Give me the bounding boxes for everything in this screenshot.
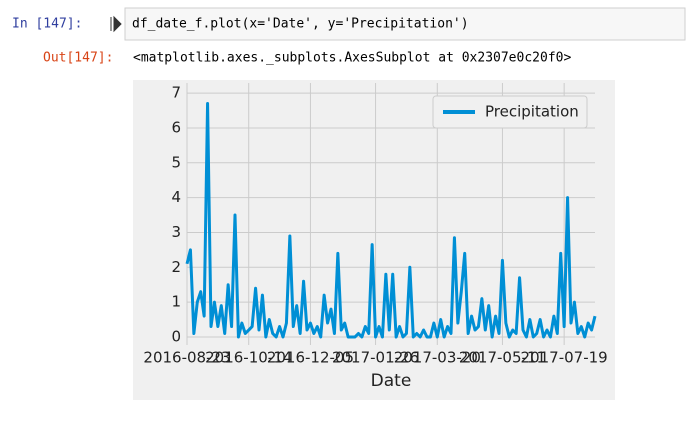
- y-tick-label: 6: [171, 118, 181, 136]
- x-tick-label: 2016-10-14: [205, 349, 292, 367]
- figure: [133, 80, 615, 400]
- x-tick-label: 2017-01-26: [332, 349, 419, 367]
- x-axis-label: Date: [371, 371, 412, 391]
- y-tick-label: 4: [171, 188, 181, 206]
- x-tick-label: 2017-03-20: [394, 349, 481, 367]
- x-tick-label: 2016-12-05: [267, 349, 354, 367]
- output-prompt: Out[147]:: [43, 51, 113, 66]
- y-tick-label: 3: [171, 223, 181, 241]
- run-icon[interactable]: [110, 15, 122, 33]
- x-tick-label: 2017-05-11: [459, 349, 546, 367]
- y-tick-label: 0: [171, 327, 181, 345]
- y-tick-label: 7: [171, 84, 181, 102]
- output-text: <matplotlib.axes._subplots.AxesSubplot a…: [133, 51, 571, 66]
- code-cell[interactable]: [124, 7, 686, 41]
- y-tick-label: 2: [171, 258, 181, 276]
- legend: [432, 95, 588, 129]
- x-tick-label: 2017-07-19: [521, 349, 608, 367]
- y-tick-label: 1: [171, 293, 181, 311]
- x-tick-label: 2016-08-23: [143, 349, 230, 367]
- input-prompt: In [147]:: [12, 17, 82, 32]
- y-tick-label: 5: [171, 153, 181, 171]
- line: [185, 102, 597, 339]
- code: df_date_f.plot(x='Date', y='Precipitatio…: [132, 17, 469, 32]
- legend-label: Precipitation: [485, 103, 579, 121]
